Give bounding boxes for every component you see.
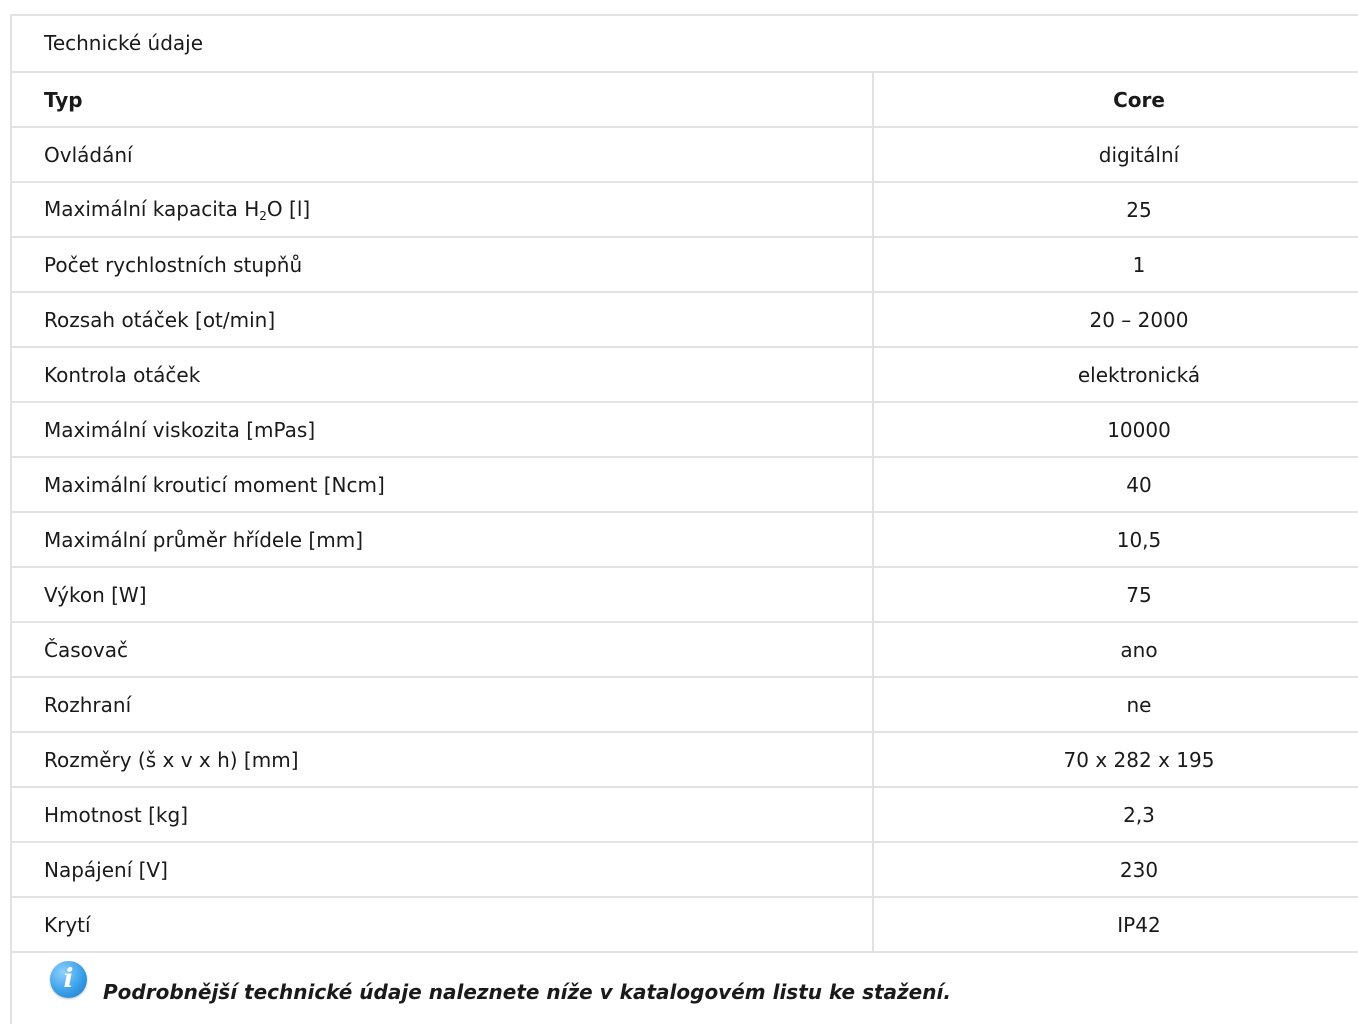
table-row: Rozsah otáček [ot/min] 20 – 2000 — [12, 292, 1358, 348]
row-value: 10,5 — [873, 512, 1358, 568]
table-row: Ovládání digitální — [12, 127, 1358, 183]
row-value-text: 70 x 282 x 195 — [1063, 747, 1215, 772]
row-value: ano — [873, 622, 1358, 678]
info-icon: i — [50, 960, 87, 998]
row-value-text: 20 – 2000 — [1089, 307, 1189, 332]
row-label: Maximální krouticí moment [Ncm] — [12, 457, 874, 513]
row-value-text: 230 — [1119, 857, 1159, 882]
table-row: Maximální průměr hřídele [mm] 10,5 — [12, 512, 1358, 568]
panel-title: Technické údaje — [12, 16, 1358, 73]
header-value: Core — [873, 73, 1358, 128]
header-label: Typ — [12, 73, 874, 128]
row-value-text: 40 — [1126, 472, 1152, 497]
row-value: ne — [873, 677, 1358, 733]
row-value-text: 25 — [1126, 197, 1152, 222]
row-value-text: 10000 — [1107, 417, 1171, 442]
table-row: Výkon [W] 75 — [12, 567, 1358, 623]
row-label: Ovládání — [12, 127, 874, 183]
row-value-text: IP42 — [1117, 912, 1161, 937]
table-row: Maximální krouticí moment [Ncm] 40 — [12, 457, 1358, 513]
info-note-text: Podrobnější technické údaje naleznete ní… — [103, 980, 951, 1004]
row-value: 70 x 282 x 195 — [873, 732, 1358, 788]
row-label: Kontrola otáček — [12, 347, 874, 403]
table-row: Časovač ano — [12, 622, 1358, 678]
table-header-row: Typ Core — [12, 73, 1358, 128]
row-value: digitální — [873, 127, 1358, 183]
table-row: Rozměry (š x v x h) [mm] 70 x 282 x 195 — [12, 732, 1358, 788]
row-value: 10000 — [873, 402, 1358, 458]
row-label: Výkon [W] — [12, 567, 874, 623]
row-value: IP42 — [873, 897, 1358, 953]
row-value-text: 1 — [1132, 252, 1146, 277]
row-label-suffix: O [l] — [266, 196, 311, 221]
row-label: Rozhraní — [12, 677, 874, 733]
row-value-text: ne — [1126, 692, 1152, 717]
info-note: i Podrobnější technické údaje naleznete … — [50, 960, 951, 1013]
row-value: 25 — [873, 182, 1358, 238]
table-row: Počet rychlostních stupňů 1 — [12, 237, 1358, 293]
row-value-text: 10,5 — [1116, 527, 1162, 552]
spec-table: Typ Core Ovládání digitální Maximální ka… — [12, 73, 1358, 953]
row-value: 40 — [873, 457, 1358, 513]
row-value-text: 75 — [1126, 582, 1152, 607]
table-row: Krytí IP42 — [12, 897, 1358, 953]
technical-data-panel: Technické údaje Typ Core Ovládání digitá… — [10, 14, 1358, 1024]
row-label: Maximální průměr hřídele [mm] — [12, 512, 874, 568]
row-value: 20 – 2000 — [873, 292, 1358, 348]
row-label: Počet rychlostních stupňů — [12, 237, 874, 293]
row-value-text: elektronická — [1077, 362, 1201, 387]
row-label: Maximální kapacita H2O [l] — [12, 182, 874, 238]
table-row: Maximální viskozita [mPas] 10000 — [12, 402, 1358, 458]
row-value: 75 — [873, 567, 1358, 623]
table-row: Napájení [V] 230 — [12, 842, 1358, 898]
row-label: Rozsah otáček [ot/min] — [12, 292, 874, 348]
header-value-text: Core — [1113, 87, 1165, 112]
row-label: Maximální viskozita [mPas] — [12, 402, 874, 458]
row-value: 2,3 — [873, 787, 1358, 843]
row-label: Napájení [V] — [12, 842, 874, 898]
row-label: Hmotnost [kg] — [12, 787, 874, 843]
row-value-text: ano — [1120, 637, 1158, 662]
row-value: 1 — [873, 237, 1358, 293]
row-label: Časovač — [12, 622, 874, 678]
row-label-subscript: 2 — [259, 208, 267, 223]
row-label-prefix: Maximální kapacita H — [44, 196, 260, 221]
row-value: elektronická — [873, 347, 1358, 403]
table-row: Kontrola otáček elektronická — [12, 347, 1358, 403]
table-row: Hmotnost [kg] 2,3 — [12, 787, 1358, 843]
row-label: Rozměry (š x v x h) [mm] — [12, 732, 874, 788]
row-value-text: digitální — [1098, 142, 1180, 167]
row-label: Krytí — [12, 897, 874, 953]
table-row: Maximální kapacita H2O [l] 25 — [12, 182, 1358, 238]
row-value: 230 — [873, 842, 1358, 898]
row-value-text: 2,3 — [1123, 802, 1155, 827]
table-row: Rozhraní ne — [12, 677, 1358, 733]
